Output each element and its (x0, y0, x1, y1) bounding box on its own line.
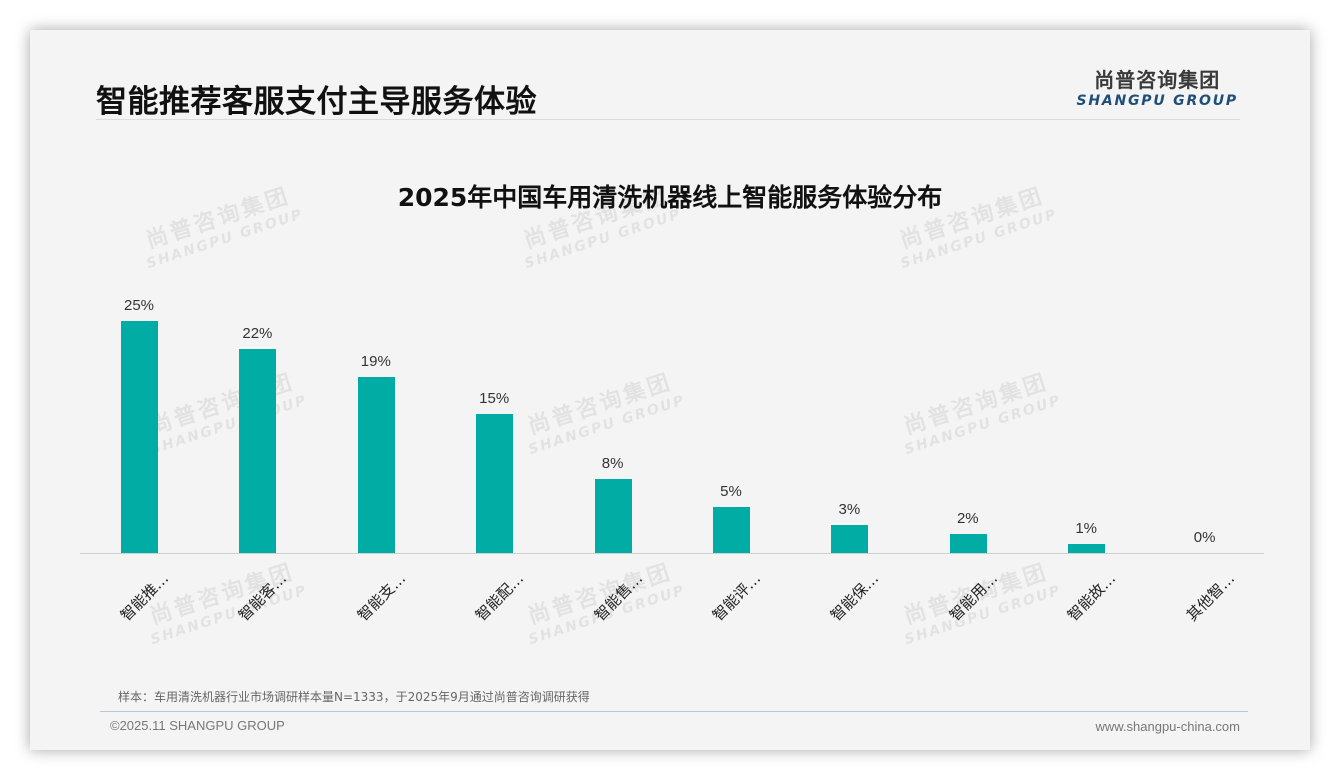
bar (121, 321, 158, 553)
bar-value-label: 8% (601, 455, 624, 472)
bar-value-label: 5% (720, 483, 742, 500)
bar-group: 5% (672, 290, 790, 554)
bar (476, 414, 514, 553)
website-url: www.shangpu-china.com (1095, 719, 1240, 734)
x-axis-category-label: 智能故… (1064, 569, 1120, 625)
x-axis-category-label: 智能评… (708, 569, 765, 625)
bar (239, 349, 277, 553)
logo-english-text: SHANGPU GROUP (1076, 93, 1238, 109)
bar-value-label: 3% (838, 501, 861, 518)
x-axis-category-label: 智能推… (116, 569, 173, 625)
bar-chart-plot-area: 25% 22% 19% 15% 8% 5% 3% 2% 1% 0% (80, 290, 1264, 554)
chart-title: 2025年中国车用清洗机器线上智能服务体验分布 (397, 183, 943, 212)
bar-group: 19% (317, 290, 435, 554)
slide: 智能推荐客服支付主导服务体验 尚普咨询集团 SHANGPU GROUP 尚普咨询… (30, 30, 1310, 750)
bar-group: 22% (198, 290, 316, 554)
title-divider (96, 119, 1240, 120)
bar-group: 25% (80, 290, 198, 554)
x-axis-category-label: 其他智… (1182, 569, 1238, 625)
bar-group: 2% (909, 290, 1027, 554)
brand-logo: 尚普咨询集团 SHANGPU GROUP (1076, 64, 1238, 109)
x-axis-category-label: 智能配… (472, 569, 528, 625)
bar-value-label: 0% (1193, 529, 1216, 546)
bar (713, 507, 750, 553)
bar-value-label: 15% (479, 390, 510, 407)
page-title: 智能推荐客服支付主导服务体验 (96, 84, 537, 120)
x-axis-line (80, 553, 1264, 554)
x-axis-category-label: 智能客… (235, 569, 291, 625)
bar (831, 525, 869, 553)
bar (357, 377, 395, 553)
watermark: 尚普咨询集团 SHANGPU GROUP (147, 559, 310, 649)
bar-group: 1% (1027, 290, 1145, 554)
bar-group: 15% (435, 290, 553, 554)
bar (594, 479, 632, 553)
bar-group: 8% (554, 290, 672, 554)
x-axis-category-label: 智能保… (827, 569, 883, 625)
bar-value-label: 22% (242, 325, 273, 342)
bar (949, 534, 987, 553)
bar-value-label: 2% (956, 510, 979, 527)
x-axis-category-label: 智能用… (945, 569, 1001, 625)
x-axis-category-label: 智能售… (590, 569, 646, 625)
footer-divider (100, 711, 1248, 712)
x-axis-category-label: 智能支… (353, 569, 409, 625)
bar (1068, 544, 1106, 553)
bar-group: 0% (1146, 290, 1264, 554)
logo-chinese-text: 尚普咨询集团 (1094, 68, 1221, 92)
bar-group: 3% (790, 290, 908, 554)
bar-value-label: 1% (1075, 520, 1098, 537)
copyright-text: ©2025.11 SHANGPU GROUP (110, 718, 285, 733)
bar-value-label: 25% (123, 297, 155, 314)
sample-footnote: 样本：车用清洗机器行业市场调研样本量N=1333，于2025年9月通过尚普咨询调… (118, 690, 590, 704)
bar-value-label: 19% (360, 353, 391, 370)
